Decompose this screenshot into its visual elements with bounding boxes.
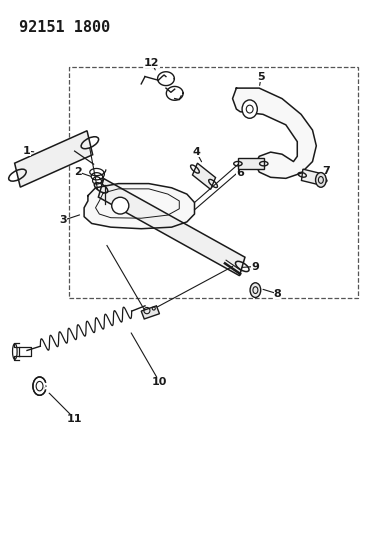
Text: 1: 1 [23, 146, 31, 156]
Text: 9: 9 [251, 262, 259, 271]
Polygon shape [233, 88, 316, 179]
Text: 7: 7 [322, 166, 330, 176]
Polygon shape [193, 163, 216, 189]
Polygon shape [141, 306, 159, 319]
Polygon shape [301, 169, 324, 185]
Polygon shape [15, 131, 93, 187]
Text: 10: 10 [152, 377, 167, 387]
Text: 6: 6 [236, 168, 244, 178]
Ellipse shape [315, 173, 326, 187]
Text: 4: 4 [193, 147, 200, 157]
Polygon shape [84, 183, 194, 229]
Text: 92151 1800: 92151 1800 [19, 20, 110, 35]
Polygon shape [238, 158, 264, 169]
Ellipse shape [242, 100, 257, 118]
Ellipse shape [112, 197, 129, 214]
Text: 2: 2 [75, 167, 82, 177]
Text: 3: 3 [60, 215, 67, 225]
Text: 8: 8 [273, 289, 281, 299]
Ellipse shape [250, 283, 261, 297]
Polygon shape [98, 179, 245, 276]
Text: 12: 12 [144, 58, 159, 68]
Text: 5: 5 [257, 71, 265, 82]
Text: 11: 11 [67, 414, 82, 424]
